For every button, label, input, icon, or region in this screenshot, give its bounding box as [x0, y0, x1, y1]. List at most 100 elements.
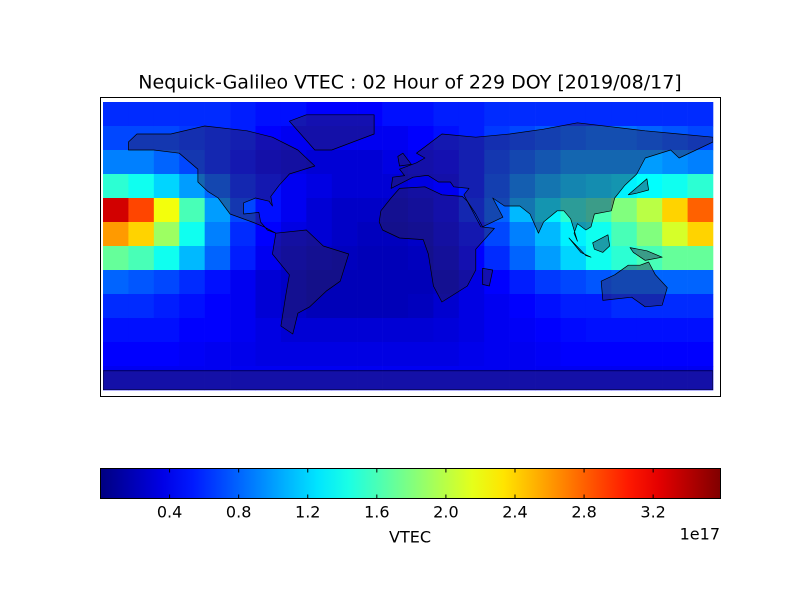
heat-cell — [128, 294, 155, 319]
heat-cell — [687, 342, 714, 367]
heat-cell — [636, 174, 663, 199]
heat-cell — [408, 126, 434, 151]
heat-cell — [585, 198, 612, 223]
heat-cell — [585, 102, 612, 127]
heat-cell — [230, 174, 256, 199]
heat-cell — [230, 222, 256, 247]
heat-cell — [204, 102, 231, 127]
heat-cell — [535, 102, 561, 127]
land — [601, 262, 667, 307]
heat-cell — [306, 174, 333, 199]
heat-cell — [662, 318, 688, 343]
heat-cell — [153, 246, 180, 271]
chart-title: Nequick-Galileo VTEC : 02 Hour of 229 DO… — [138, 72, 681, 94]
heat-cell — [687, 102, 714, 127]
heat-cell — [128, 222, 155, 247]
colorbar-scale: 1e17 — [680, 525, 720, 544]
heat-cell — [331, 294, 358, 319]
heat-cell — [611, 366, 638, 391]
heat-cell — [611, 246, 638, 271]
heat-cell — [535, 318, 561, 343]
heat-cell — [636, 102, 663, 127]
heat-cell — [331, 126, 358, 151]
heat-cell — [382, 342, 409, 367]
heat-cell — [433, 198, 460, 223]
heat-cell — [179, 126, 205, 151]
heat-cell — [230, 342, 256, 367]
heat-cell — [153, 342, 180, 367]
heat-cell — [458, 366, 485, 391]
heat-cell — [280, 342, 307, 367]
heat-cell — [560, 342, 587, 367]
heat-cell — [153, 222, 180, 247]
heat-cell — [357, 102, 383, 127]
heat-cell — [153, 198, 180, 223]
heat-cell — [560, 198, 587, 223]
heat-cell — [255, 318, 282, 343]
heat-cell — [153, 126, 180, 151]
land — [593, 235, 610, 253]
heat-cell — [204, 150, 231, 175]
heat-cell — [153, 366, 180, 391]
heat-cell — [408, 318, 434, 343]
heat-cell — [484, 174, 510, 199]
heat-cell — [280, 246, 307, 271]
heat-cell — [331, 102, 358, 127]
heat-cell — [484, 222, 510, 247]
heat-cell — [433, 150, 460, 175]
heat-cell — [103, 102, 129, 127]
heat-cell — [687, 198, 714, 223]
heat-cell — [382, 366, 409, 391]
heat-cell — [179, 222, 205, 247]
heat-cell — [484, 366, 510, 391]
heat-cell — [585, 222, 612, 247]
heat-cell — [179, 294, 205, 319]
heat-cell — [433, 270, 460, 295]
colorbar-tick-label: 2.8 — [571, 503, 596, 522]
heat-cell — [611, 126, 638, 151]
heat-cell — [636, 342, 663, 367]
heat-cell — [357, 174, 383, 199]
heat-cell — [535, 246, 561, 271]
heat-cell — [204, 246, 231, 271]
heat-cell — [433, 294, 460, 319]
heat-cell — [382, 318, 409, 343]
heat-cell — [103, 270, 129, 295]
heat-cell — [458, 270, 485, 295]
heat-cell — [179, 102, 205, 127]
heat-cell — [687, 222, 714, 247]
heat-cell — [357, 366, 383, 391]
heat-cell — [280, 102, 307, 127]
heat-cell — [331, 174, 358, 199]
land — [289, 115, 374, 150]
heat-cell — [560, 126, 587, 151]
heat-cell — [204, 174, 231, 199]
land — [391, 123, 713, 241]
heat-cell — [509, 246, 536, 271]
heat-cell — [128, 270, 155, 295]
heat-cell — [255, 126, 282, 151]
heat-cell — [687, 174, 714, 199]
heat-cell — [687, 126, 714, 151]
heat-cell — [509, 222, 536, 247]
heat-cell — [230, 198, 256, 223]
land — [103, 371, 713, 390]
heat-cell — [662, 198, 688, 223]
heat-cell — [433, 126, 460, 151]
heat-cell — [306, 126, 333, 151]
heat-cell — [357, 222, 383, 247]
heat-cell — [560, 102, 587, 127]
heat-cell — [306, 318, 333, 343]
heat-cell — [230, 246, 256, 271]
heat-cell — [484, 270, 510, 295]
heat-cell — [255, 174, 282, 199]
heat-cell — [103, 294, 129, 319]
heat-cell — [103, 150, 129, 175]
heat-cell — [408, 150, 434, 175]
heat-cell — [204, 342, 231, 367]
heat-cell — [331, 366, 358, 391]
heat-cell — [585, 246, 612, 271]
heat-cell — [179, 342, 205, 367]
heat-cell — [153, 294, 180, 319]
heat-cell — [509, 342, 536, 367]
